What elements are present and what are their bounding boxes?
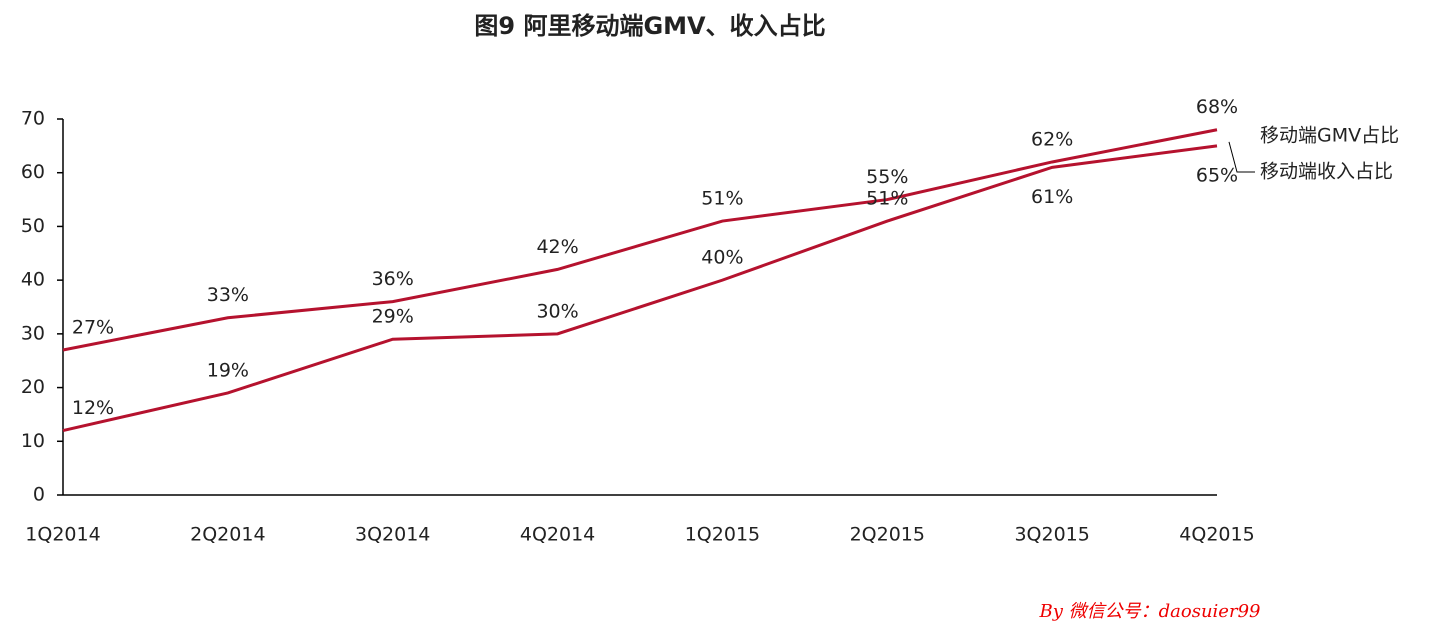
data-label: 51% [866,188,908,210]
x-tick-label: 4Q2014 [520,524,595,546]
data-label: 62% [1031,128,1073,150]
y-tick-label: 30 [21,322,45,344]
x-tick-label: 1Q2015 [685,524,760,546]
data-label: 27% [72,316,114,338]
legend-label: 移动端收入占比 [1260,161,1393,183]
y-tick-label: 50 [21,215,45,237]
x-tick-label: 1Q2014 [25,524,100,546]
y-tick-label: 10 [21,430,45,452]
data-label: 40% [701,247,743,269]
y-tick-label: 40 [21,269,45,291]
y-tick-label: 20 [21,376,45,398]
data-label: 42% [536,236,578,258]
x-tick-label: 2Q2014 [190,524,265,546]
data-label: 29% [372,306,414,328]
y-tick-label: 0 [33,484,45,506]
data-label: 33% [207,284,249,306]
y-tick-label: 60 [21,161,45,183]
y-tick-label: 70 [21,108,45,130]
x-tick-label: 3Q2014 [355,524,430,546]
legend-label: 移动端GMV占比 [1260,125,1399,147]
data-label: 65% [1196,164,1238,186]
data-label: 51% [701,188,743,210]
data-label: 30% [536,300,578,322]
watermark: By 微信公号：daosuier99 [1039,601,1261,622]
chart-title: 图9 阿里移动端GMV、收入占比 [474,12,825,40]
data-label: 61% [1031,186,1073,208]
x-tick-label: 4Q2015 [1179,524,1254,546]
series-line [62,144,1218,433]
data-label: 12% [72,397,114,419]
data-label: 36% [372,268,414,290]
series-line [62,128,1218,352]
x-tick-label: 3Q2015 [1014,524,1089,546]
data-label: 68% [1196,96,1238,118]
data-label: 55% [866,166,908,188]
x-tick-label: 2Q2015 [850,524,925,546]
legend-leader [1228,141,1255,173]
data-label: 19% [207,359,249,381]
